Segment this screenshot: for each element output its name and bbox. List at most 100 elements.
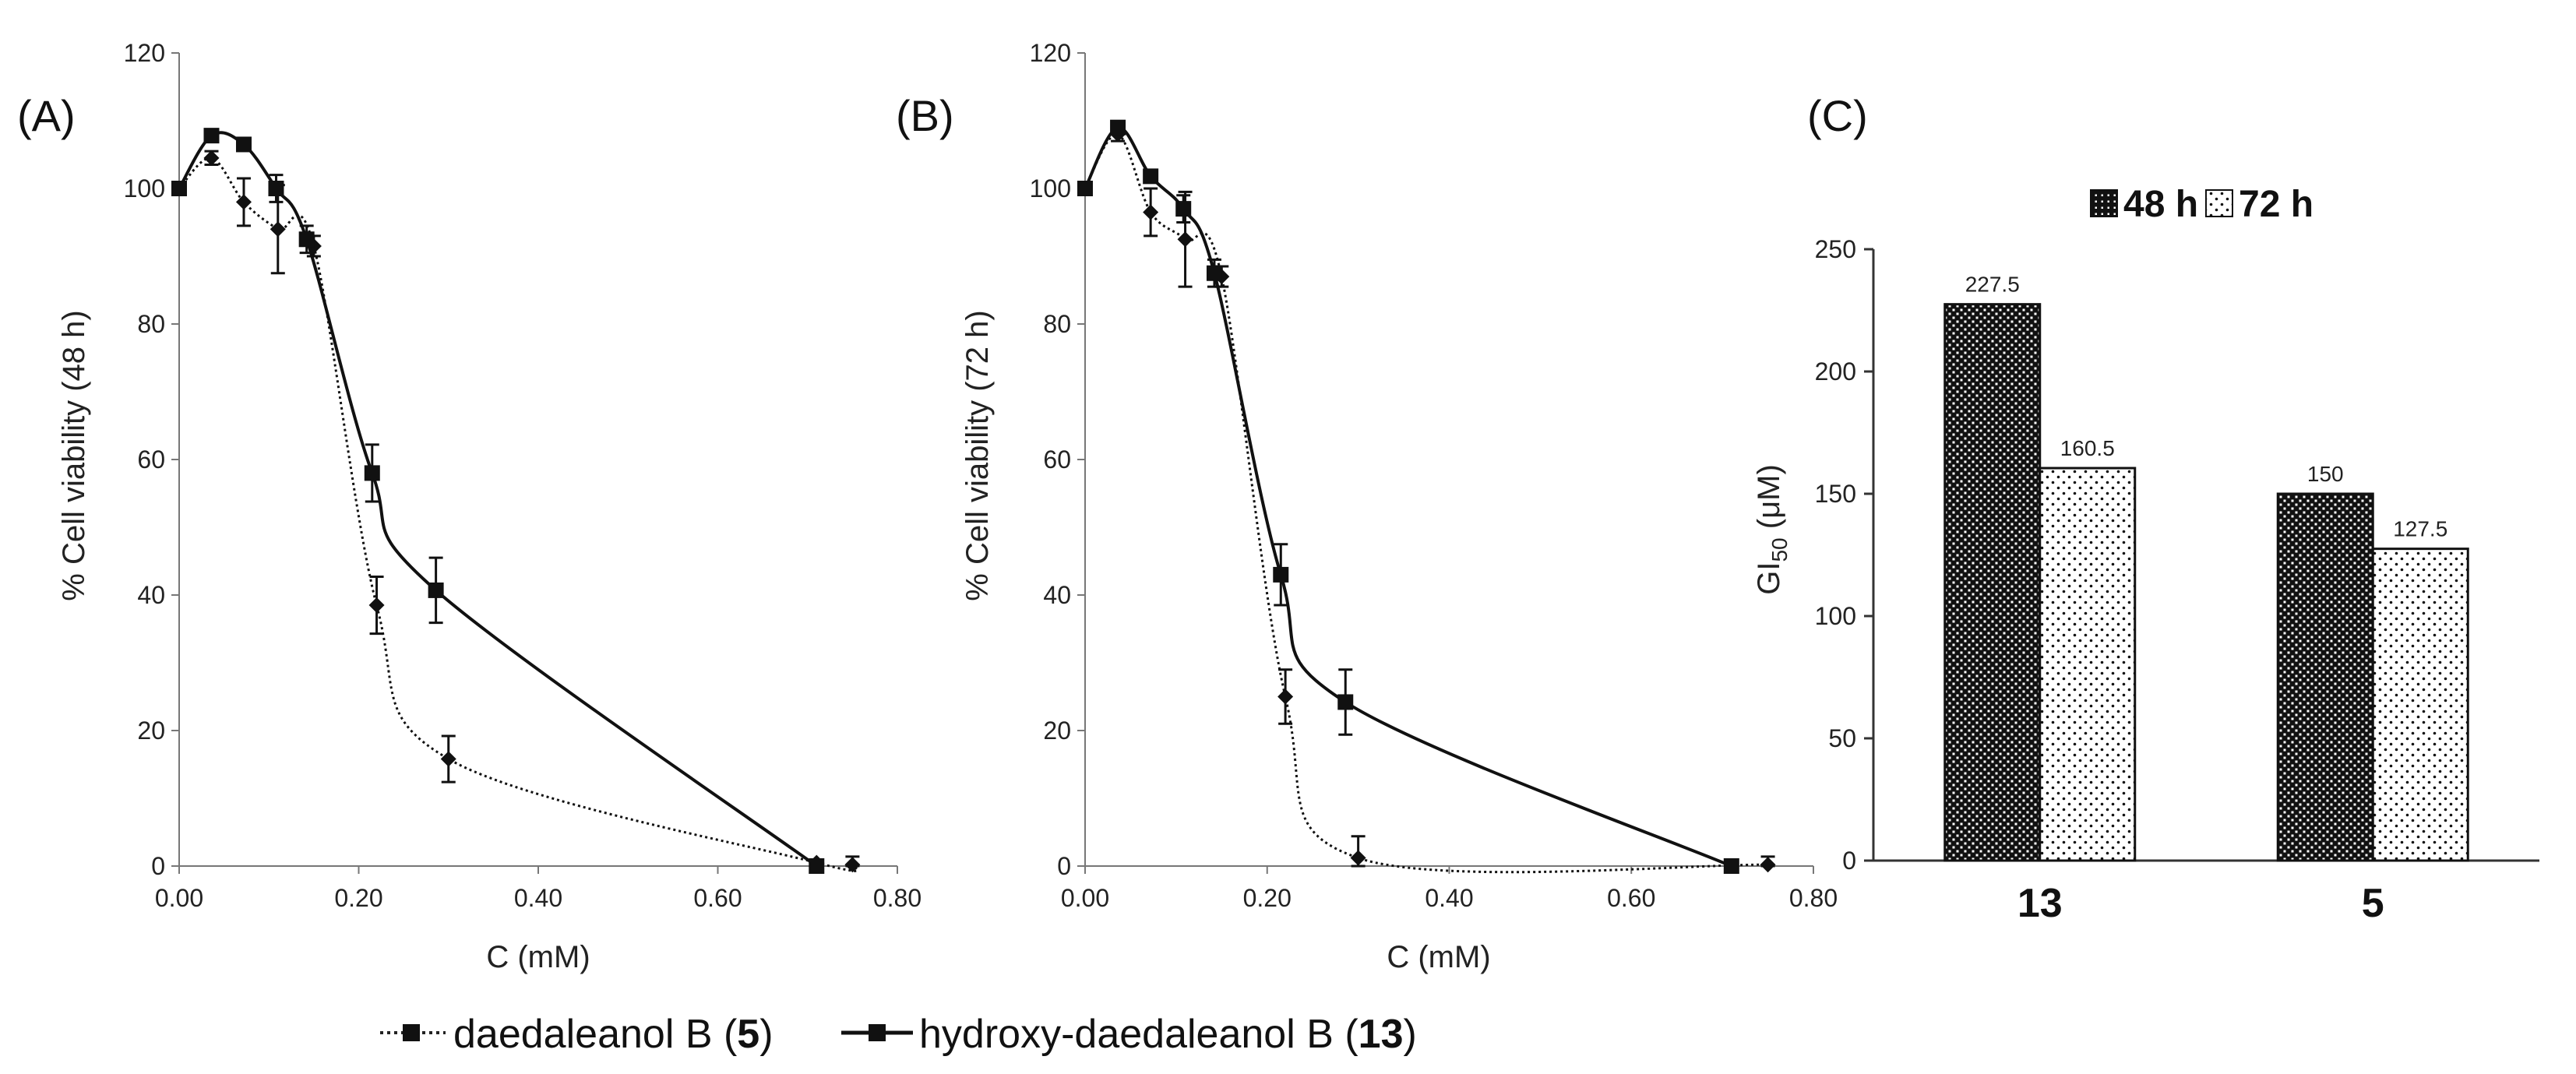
legend-series-5-prefix: daedaleanol B ( [453, 1012, 738, 1057]
panel-b-x-tick-label: 0.00 [1061, 884, 1109, 912]
panel-c-y-tick-label: 150 [1815, 480, 1856, 508]
panel-b-x-tick-label: 0.20 [1243, 884, 1292, 912]
legend-marker-13 [869, 1024, 886, 1041]
legend-series-5: daedaleanol B (5) [453, 1012, 774, 1057]
panel-b-point-13 [1273, 566, 1289, 583]
panel-b-series-5-line [1084, 132, 1768, 874]
panel-a-point-5 [844, 857, 861, 873]
panel-c-y-axis-label: GI50 (μM) [1752, 464, 1792, 595]
panel-a-point-13 [268, 181, 284, 196]
panel-b-x-tick-label: 0.60 [1607, 884, 1655, 912]
panel-b-series [1077, 119, 1776, 874]
panel-a-label: (A) [17, 91, 76, 140]
panel-a-x-tick-label: 0.60 [693, 884, 742, 912]
panel-c-category-label: 13 [2017, 881, 2063, 926]
panel-a-point-13 [298, 231, 315, 248]
panel-c-bar-13-48h [1943, 303, 2042, 862]
panel-a-x-tick-label: 0.00 [155, 884, 203, 912]
panel-c-bar-label-13-48h: 227.5 [1965, 273, 2020, 297]
panel-c-bars: 227.5 160.5 150 127.5 [1943, 273, 2469, 862]
panel-a-x-tick-label: 0.80 [873, 884, 922, 912]
panel-b-point-13 [1723, 858, 1739, 874]
panel-a-point-5 [270, 221, 286, 238]
panel-c-y-axis-label-sub: 50 [1767, 537, 1792, 562]
panel-a-y-axis-label: % Cell viability (48 h) [57, 310, 91, 600]
panel-a-point-5 [368, 597, 385, 614]
legend-series-13-suffix: ) [1404, 1012, 1417, 1057]
panel-b-point-5 [1177, 231, 1193, 248]
panel-c-y-tick-label: 50 [1828, 724, 1856, 752]
panel-b-y-tick-label: 0 [1057, 852, 1071, 880]
panel-b-point-13 [1110, 119, 1126, 136]
panel-b-y-tick-label: 20 [1043, 717, 1071, 745]
panel-a-y-tick-label: 120 [124, 39, 165, 67]
panel-a-point-13 [235, 136, 252, 153]
panel-c: (C) 48 h 72 h 0 50 100 150 200 250 13 5 227.5 16… [1752, 91, 2539, 926]
panel-a-series-5-line [178, 157, 859, 872]
panel-c-label: (C) [1807, 91, 1868, 140]
panel-a-y-tick-label: 20 [137, 717, 165, 745]
panel-b-point-5 [1143, 204, 1159, 220]
panel-c-y-axis-label-unit: (μM) [1752, 464, 1786, 537]
panel-a-point-13 [809, 858, 825, 874]
panel-b-y-tick-label: 120 [1030, 39, 1071, 67]
panel-a-x-tick-label: 0.20 [334, 884, 382, 912]
panel-c-bar-5-72h [2371, 548, 2469, 862]
panel-b-point-5 [1350, 850, 1366, 866]
panel-c-y-tick-label: 100 [1815, 602, 1856, 630]
panel-a-x-tick-label: 0.40 [514, 884, 562, 912]
panel-c-bar-label-5-72h: 127.5 [2393, 517, 2447, 541]
panel-b-point-5 [1277, 688, 1294, 705]
panel-a-x-axis-label: C (mM) [486, 940, 590, 974]
panel-b-y-tick-label: 100 [1030, 174, 1071, 202]
legend-48h-swatch [2090, 189, 2118, 217]
panel-a-point-5 [235, 194, 252, 210]
panel-c-bar-13-72h [2039, 467, 2137, 862]
panel-b-point-13 [1337, 694, 1354, 710]
panel-c-legend: 48 h 72 h [2090, 184, 2313, 225]
panel-a-y-tick-label: 80 [137, 310, 165, 338]
panel-b-y-axis-label: % Cell viability (72 h) [960, 310, 995, 600]
panel-b-x-tick-label: 0.40 [1425, 884, 1473, 912]
legend-72h-swatch [2205, 189, 2233, 217]
panel-a-point-13 [364, 465, 380, 481]
panel-b-y-tick-label: 60 [1043, 445, 1071, 474]
panel-c-y-tick-label: 200 [1815, 357, 1856, 386]
panel-a-y-tick-label: 60 [137, 445, 165, 474]
panel-c-y-tick-label: 0 [1842, 847, 1856, 875]
panel-a-point-13 [428, 582, 444, 598]
panel-c-y-tick-label: 250 [1815, 235, 1856, 263]
panel-a-point-5 [440, 751, 456, 767]
legend-48h-label: 48 h [2123, 184, 2198, 225]
panel-a-point-5 [203, 150, 220, 166]
panel-a-axes: 0 20 40 60 80 100 120 0.00 0.20 0.40 0.60 0.80 [124, 39, 922, 912]
panel-a-point-13 [203, 128, 220, 144]
panel-b-point-13 [1175, 201, 1192, 217]
panel-a-series [171, 128, 861, 874]
panel-a-y-tick-label: 100 [124, 174, 165, 202]
legend-series-5-bold: 5 [737, 1012, 759, 1057]
panel-b-point-13 [1206, 265, 1222, 281]
panel-a-point-13 [171, 181, 187, 196]
legend-72h-label: 72 h [2239, 184, 2313, 225]
panel-c-bar-label-5-48h: 150 [2307, 462, 2344, 486]
legend-marker-5 [403, 1024, 420, 1041]
panel-c-bar-label-13-72h: 160.5 [2060, 436, 2115, 460]
panel-c-category-label: 5 [2362, 881, 2384, 926]
panel-b-series-13-line [1084, 125, 1732, 868]
panel-b-point-13 [1143, 168, 1159, 185]
panel-a-y-tick-label: 0 [151, 852, 165, 880]
panel-c-bar-5-48h [2276, 492, 2374, 862]
panel-a-series-13-line [178, 131, 818, 868]
legend-series-13-prefix: hydroxy-daedaleanol B ( [919, 1012, 1358, 1057]
panel-b-point-5 [1760, 857, 1776, 873]
panel-c-y-axis-label-main: GI [1752, 562, 1786, 595]
panel-b-x-axis-label: C (mM) [1387, 940, 1490, 974]
panel-b-x-tick-label: 0.80 [1789, 884, 1838, 912]
legend-series-13: hydroxy-daedaleanol B (13) [919, 1012, 1417, 1057]
bottom-legend: daedaleanol B (5) hydroxy-daedaleanol B … [380, 1012, 1417, 1057]
panel-b-axes: 0 20 40 60 80 100 120 0.00 0.20 0.40 0.60 0.80 [1030, 39, 1838, 912]
